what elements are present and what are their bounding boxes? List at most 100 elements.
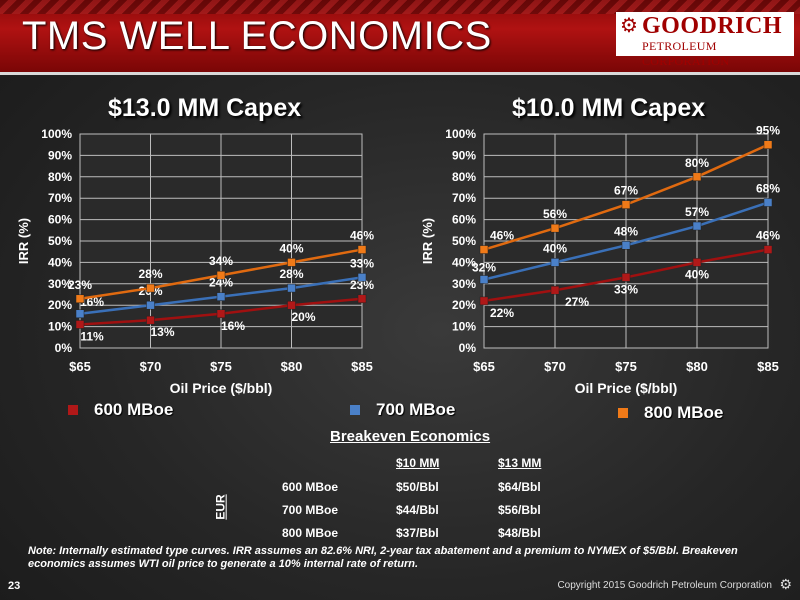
data-label: 67% — [614, 184, 638, 198]
data-point — [550, 223, 560, 233]
data-point — [692, 258, 702, 267]
y-tick-label: 40% — [452, 255, 476, 269]
x-tick-label: $70 — [140, 359, 162, 374]
chart-title-13mm: $13.0 MM Capex — [108, 94, 302, 122]
data-label: 28% — [138, 267, 162, 281]
data-point — [692, 221, 702, 231]
y-axis-label: IRR (%) — [420, 218, 435, 264]
data-label: 33% — [350, 256, 374, 270]
logo-subtitle: PETROLEUM CORPORATION — [642, 39, 730, 68]
page-title: TMS WELL ECONOMICS — [22, 14, 492, 58]
data-point — [75, 309, 85, 319]
data-point — [763, 198, 773, 207]
x-tick-label: $75 — [210, 359, 232, 374]
y-tick-label: 30% — [48, 277, 72, 291]
data-label: 28% — [279, 267, 303, 281]
y-tick-label: 100% — [445, 127, 476, 141]
data-point — [75, 320, 85, 329]
data-label: 40% — [279, 241, 303, 255]
data-point — [621, 200, 631, 209]
logo-name: GOODRICH — [642, 13, 783, 39]
x-tick-label: $65 — [473, 359, 495, 374]
breakeven-cell: $44/Bbl — [396, 503, 439, 517]
data-label: 68% — [756, 181, 780, 195]
data-point — [479, 245, 489, 254]
y-tick-label: 80% — [48, 170, 72, 184]
data-label: 11% — [80, 329, 104, 343]
data-point — [479, 275, 489, 284]
data-label: 40% — [685, 267, 709, 281]
data-point — [692, 172, 702, 182]
x-tick-label: $70 — [544, 359, 566, 374]
data-point — [75, 294, 85, 304]
y-tick-label: 20% — [48, 298, 72, 312]
company-logo: ⚙ GOODRICH PETROLEUM CORPORATION — [616, 12, 794, 68]
copyright-text: Copyright 2015 Goodrich Petroleum Corpor… — [557, 580, 772, 591]
eur-group-label: EUR — [213, 494, 228, 520]
data-label: 27% — [565, 295, 589, 309]
y-tick-label: 60% — [48, 213, 72, 227]
data-point — [621, 273, 631, 282]
data-label: 48% — [614, 224, 638, 238]
y-tick-label: 50% — [452, 234, 476, 248]
data-point — [146, 315, 155, 325]
x-axis-label: Oil Price ($/bbl) — [170, 380, 273, 396]
data-point — [357, 245, 367, 254]
y-tick-label: 50% — [48, 234, 72, 248]
breakeven-row-label: 600 MBoe — [282, 480, 339, 494]
data-point — [216, 270, 226, 280]
data-label: 46% — [756, 229, 780, 243]
breakeven-cell: $56/Bbl — [498, 503, 541, 517]
data-point — [357, 294, 367, 304]
breakeven-cell: $37/Bbl — [396, 526, 439, 540]
legend-label: 700 MBoe — [376, 400, 456, 419]
breakeven-row-label: 800 MBoe — [282, 526, 339, 540]
gear-icon: ⚙ — [779, 576, 792, 592]
x-tick-label: $80 — [281, 359, 303, 374]
legend-swatch-800 — [618, 408, 628, 418]
y-tick-label: 90% — [452, 148, 476, 162]
y-tick-label: 90% — [48, 148, 72, 162]
data-point — [479, 296, 489, 306]
x-tick-label: $85 — [351, 359, 373, 374]
data-point — [550, 258, 560, 267]
data-label: 57% — [685, 205, 709, 219]
header-bar: TMS WELL ECONOMICS ⚙ GOODRICH PETROLEUM … — [0, 0, 800, 75]
data-point — [621, 241, 631, 250]
breakeven-row-label: 700 MBoe — [282, 503, 339, 517]
data-point — [287, 258, 296, 267]
data-label: 16% — [221, 319, 245, 333]
y-tick-label: 10% — [48, 320, 72, 334]
y-tick-label: 0% — [55, 341, 73, 355]
y-axis-label: IRR (%) — [16, 218, 31, 264]
y-tick-label: 100% — [41, 127, 72, 141]
data-point — [287, 300, 296, 310]
chart-13mm-capex: 0% 10% 20% 30% 40% 50% 60% 70% 80% 90% 100% $65 $70 $… — [16, 127, 374, 396]
x-tick-label: $65 — [69, 359, 91, 374]
chart-title-10mm: $10.0 MM Capex — [512, 94, 706, 122]
y-tick-label: 60% — [452, 213, 476, 227]
x-tick-label: $80 — [686, 359, 708, 374]
y-tick-label: 70% — [452, 191, 476, 205]
x-tick-label: $75 — [615, 359, 637, 374]
legend-label: 800 MBoe — [644, 403, 724, 422]
chart-10mm-capex: 0% 10% 20% 30% 40% 50% 60% 70% 80% 90% 100% $65 $70 $… — [420, 124, 780, 396]
data-label: 22% — [490, 306, 514, 320]
y-tick-label: 70% — [48, 191, 72, 205]
breakeven-col-13mm: $13 MM — [498, 456, 542, 470]
footnote: Note: Internally estimated type curves. … — [28, 545, 738, 570]
x-axis-label: Oil Price ($/bbl) — [575, 380, 678, 396]
data-point — [216, 309, 226, 319]
data-label: 13% — [150, 325, 174, 339]
breakeven-cell: $50/Bbl — [396, 480, 439, 494]
legend-swatch-600 — [68, 405, 78, 415]
data-label: 46% — [490, 229, 514, 243]
data-point — [763, 245, 773, 254]
y-tick-label: 20% — [452, 298, 476, 312]
page-number: 23 — [8, 580, 21, 592]
data-label: 40% — [543, 241, 567, 255]
header-stripes — [0, 0, 800, 14]
gear-icon: ⚙ — [620, 15, 638, 37]
data-label: 24% — [209, 276, 233, 290]
data-label: 56% — [543, 207, 567, 221]
